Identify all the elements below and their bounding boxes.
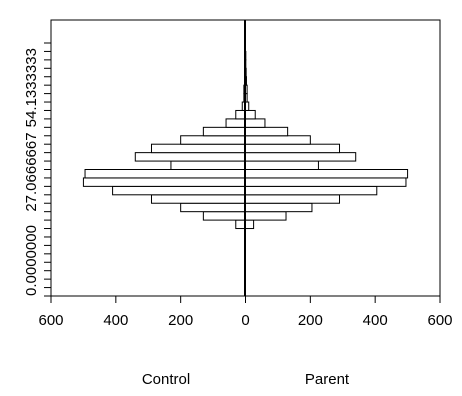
bar-control bbox=[202, 126, 247, 137]
bar-control bbox=[150, 143, 246, 154]
x-tick-label: 600 bbox=[427, 312, 452, 329]
bar-parent bbox=[245, 126, 289, 137]
bar-parent bbox=[245, 194, 341, 204]
bar-control bbox=[225, 118, 247, 128]
bar-parent bbox=[245, 185, 378, 196]
x-tick-label: 200 bbox=[298, 312, 323, 329]
bar-control bbox=[112, 185, 247, 196]
bar-parent bbox=[245, 202, 313, 213]
bar-parent bbox=[245, 143, 341, 154]
x-axis-label-control: Control bbox=[142, 371, 190, 388]
bar-parent bbox=[245, 135, 311, 145]
bar-parent bbox=[245, 160, 319, 170]
bar-control bbox=[180, 135, 247, 145]
bar-control bbox=[134, 152, 247, 162]
bar-control bbox=[82, 177, 246, 187]
bar-control bbox=[84, 169, 246, 179]
bars-group bbox=[82, 50, 409, 230]
bar-parent bbox=[245, 152, 357, 162]
bar-parent bbox=[245, 219, 255, 230]
bar-control bbox=[202, 211, 247, 221]
bar-control bbox=[180, 202, 247, 213]
x-tick-label: 400 bbox=[363, 312, 388, 329]
y-tick-label: 27.0666667 bbox=[23, 132, 40, 211]
y-tick-label: 0.0000000 bbox=[23, 225, 40, 296]
y-tick-label: 54.1333333 bbox=[23, 48, 40, 127]
bar-control bbox=[150, 194, 246, 204]
bar-control bbox=[170, 160, 246, 170]
x-axis: 600 400 200 0 200 400 600 bbox=[38, 295, 453, 329]
x-tick-label: 200 bbox=[168, 312, 193, 329]
x-tick-label: 400 bbox=[103, 312, 128, 329]
x-tick-label: 600 bbox=[38, 312, 63, 329]
bar-parent bbox=[245, 169, 409, 179]
bar-parent bbox=[245, 118, 266, 128]
x-tick-label: 0 bbox=[241, 312, 249, 329]
bar-parent bbox=[245, 177, 407, 187]
bar-parent bbox=[245, 109, 256, 120]
y-axis: 0.0000000 27.0666667 54.1333333 bbox=[23, 42, 52, 297]
x-axis-label-parent: Parent bbox=[305, 371, 350, 388]
bar-parent bbox=[245, 211, 287, 221]
